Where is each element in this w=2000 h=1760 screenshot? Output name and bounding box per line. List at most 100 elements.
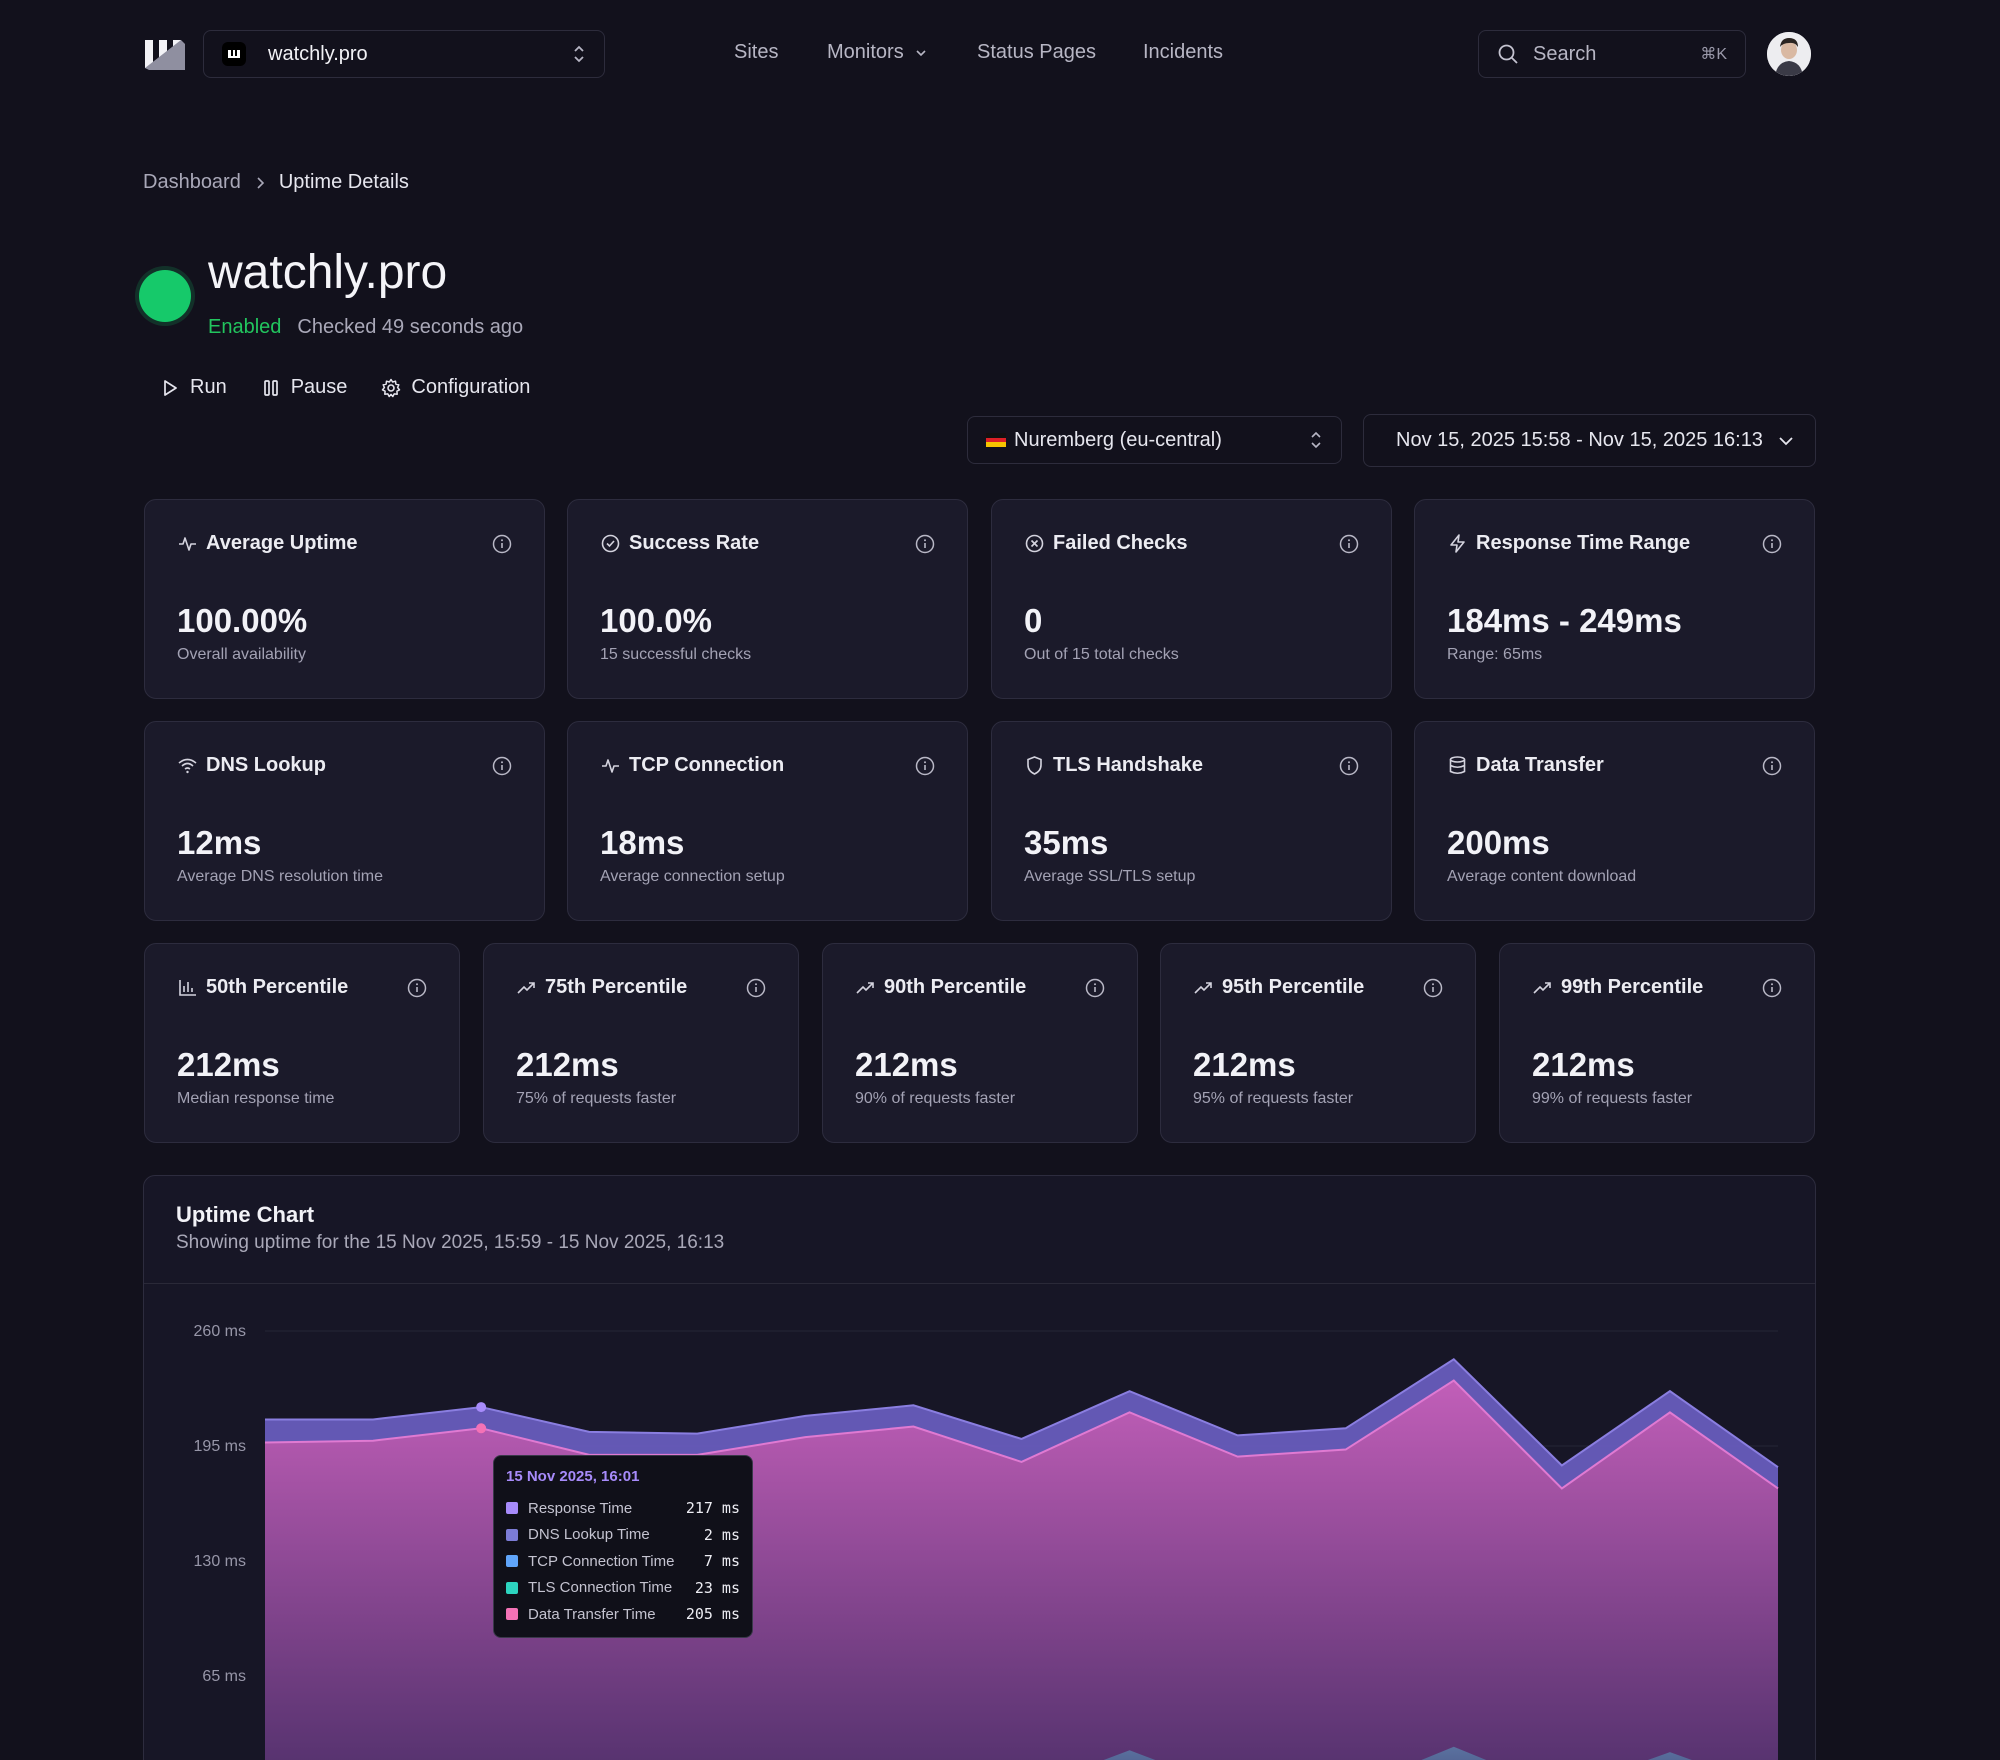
info-icon[interactable] xyxy=(1339,534,1359,554)
stat-card-value: 100.0% xyxy=(600,602,712,639)
info-icon[interactable] xyxy=(1762,534,1782,554)
tooltip-label: TCP Connection Time xyxy=(528,1552,675,1570)
y-tick-label: 195 ms xyxy=(194,1438,246,1455)
chevron-down-icon xyxy=(916,50,926,57)
tooltip-value: 2 ms xyxy=(703,1525,740,1544)
gear-icon xyxy=(382,378,401,397)
stat-card-caption: 95% of requests faster xyxy=(1193,1090,1354,1107)
tooltip-label: Response Time xyxy=(528,1499,633,1517)
tooltip-label: Data Transfer Time xyxy=(528,1605,656,1623)
info-icon[interactable] xyxy=(492,756,512,776)
x-circle-icon xyxy=(1025,534,1044,553)
breadcrumb-dashboard[interactable]: Dashboard xyxy=(143,171,241,193)
info-icon[interactable] xyxy=(1339,756,1359,776)
stat-card-caption: Median response time xyxy=(177,1090,335,1107)
stat-card: TCP Connection 18ms Average connection set… xyxy=(567,721,968,921)
tooltip-row: Response Time 217 ms xyxy=(506,1495,740,1522)
stat-card-title: Response Time Range xyxy=(1476,532,1691,554)
trending-up-icon xyxy=(1533,982,1551,994)
pause-label: Pause xyxy=(290,376,348,398)
stat-card: Average Uptime 100.00% Overall availabilit… xyxy=(144,499,545,699)
status-indicator xyxy=(139,270,191,322)
info-icon[interactable] xyxy=(915,534,935,554)
stat-card-value: 184ms - 249ms xyxy=(1447,602,1682,639)
nav-link-incidents[interactable]: Incidents xyxy=(1143,41,1224,63)
uptime-chart[interactable]: 260 ms 195 ms 130 ms 65 ms xyxy=(144,1284,1816,1760)
stat-card: DNS Lookup 12ms Average DNS resolution tim… xyxy=(144,721,545,921)
info-icon[interactable] xyxy=(915,756,935,776)
tooltip-row: TCP Connection Time 7 ms xyxy=(506,1548,740,1575)
stat-card-title: TLS Handshake xyxy=(1053,754,1204,776)
info-icon[interactable] xyxy=(492,534,512,554)
stat-card-title: 50th Percentile xyxy=(206,976,349,998)
stat-card-caption: Range: 65ms xyxy=(1447,646,1543,663)
stat-card-title: 90th Percentile xyxy=(884,976,1027,998)
stat-card-title: Success Rate xyxy=(629,532,760,554)
stat-card-value: 0 xyxy=(1024,602,1043,639)
chevron-up-down-icon xyxy=(1311,431,1321,449)
user-avatar[interactable] xyxy=(1767,32,1811,76)
stat-card-caption: Average connection setup xyxy=(600,868,785,885)
tooltip-title: 15 Nov 2025, 16:01 xyxy=(506,1468,640,1485)
stat-card-value: 212ms xyxy=(516,1046,619,1083)
location-select[interactable]: Nuremberg (eu-central) xyxy=(967,416,1342,464)
stat-card-header: 75th Percentile xyxy=(516,976,687,999)
site-selector[interactable]: watchly.pro xyxy=(203,30,605,78)
stat-card-value: 212ms xyxy=(177,1046,280,1083)
stat-card-title: Data Transfer xyxy=(1476,754,1604,776)
info-icon[interactable] xyxy=(407,978,427,998)
site-selector-label: watchly.pro xyxy=(268,42,368,65)
run-button[interactable]: Run xyxy=(160,376,227,399)
tooltip-row: Data Transfer Time 205 ms xyxy=(506,1601,740,1628)
stat-card: Data Transfer 200ms Average content downlo… xyxy=(1414,721,1815,921)
nav-link-status-pages[interactable]: Status Pages xyxy=(977,41,1096,63)
stat-card-header: DNS Lookup xyxy=(177,754,326,777)
configuration-button[interactable]: Configuration xyxy=(381,376,530,399)
info-icon[interactable] xyxy=(1085,978,1105,998)
stat-card-value: 100.00% xyxy=(177,602,308,639)
configuration-label: Configuration xyxy=(411,376,531,398)
stat-card: TLS Handshake 35ms Average SSL/TLS setup xyxy=(991,721,1392,921)
stat-card: 90th Percentile 212ms 90% of requests fast… xyxy=(822,943,1138,1143)
date-range-label: Nov 15, 2025 15:58 - Nov 15, 2025 16:13 xyxy=(1396,429,1763,451)
stat-card-title: 75th Percentile xyxy=(545,976,688,998)
tooltip-value: 7 ms xyxy=(703,1552,740,1571)
chevron-up-down-icon xyxy=(574,45,584,63)
trending-up-icon xyxy=(1194,982,1212,994)
germany-flag-icon xyxy=(986,433,1006,448)
search-shortcut: ⌘K xyxy=(1700,46,1727,63)
tooltip-value: 205 ms xyxy=(685,1605,740,1624)
stat-card-title: 99th Percentile xyxy=(1561,976,1704,998)
page-title: watchly.pro xyxy=(208,246,448,299)
trending-up-icon xyxy=(856,982,874,994)
stat-card-header: 99th Percentile xyxy=(1532,976,1703,999)
play-icon xyxy=(164,379,177,396)
stat-card-value: 212ms xyxy=(855,1046,958,1083)
nav-link-monitors[interactable]: Monitors xyxy=(827,41,927,64)
last-checked: Checked 49 seconds ago xyxy=(297,316,524,338)
pause-button[interactable]: Pause xyxy=(261,376,348,399)
series-area-data-transfer xyxy=(265,1380,1778,1760)
stat-card-header: 90th Percentile xyxy=(855,976,1026,999)
check-circle-icon xyxy=(601,534,620,553)
nav-link-sites[interactable]: Sites xyxy=(734,41,779,63)
info-icon[interactable] xyxy=(746,978,766,998)
date-range-select[interactable]: Nov 15, 2025 15:58 - Nov 15, 2025 16:13 xyxy=(1363,414,1816,467)
trending-up-icon xyxy=(517,982,535,994)
stat-card-header: TCP Connection xyxy=(600,754,784,777)
stat-card-header: 95th Percentile xyxy=(1193,976,1364,999)
info-icon[interactable] xyxy=(1762,756,1782,776)
stat-card-value: 212ms xyxy=(1193,1046,1296,1083)
search-button[interactable]: Search ⌘K xyxy=(1478,30,1746,78)
tooltip-value: 217 ms xyxy=(685,1499,740,1518)
info-icon[interactable] xyxy=(1762,978,1782,998)
stat-card-header: TLS Handshake xyxy=(1024,754,1203,777)
info-icon[interactable] xyxy=(1423,978,1443,998)
breadcrumb-current: Uptime Details xyxy=(278,171,409,193)
status-line: Enabled Checked 49 seconds ago xyxy=(208,316,523,339)
stat-card-header: Average Uptime xyxy=(177,532,358,555)
y-tick-label: 130 ms xyxy=(194,1553,246,1570)
chart-title: Uptime Chart xyxy=(176,1202,315,1227)
stat-card: 50th Percentile 212ms Median response time xyxy=(144,943,460,1143)
app-logo[interactable] xyxy=(143,38,187,72)
